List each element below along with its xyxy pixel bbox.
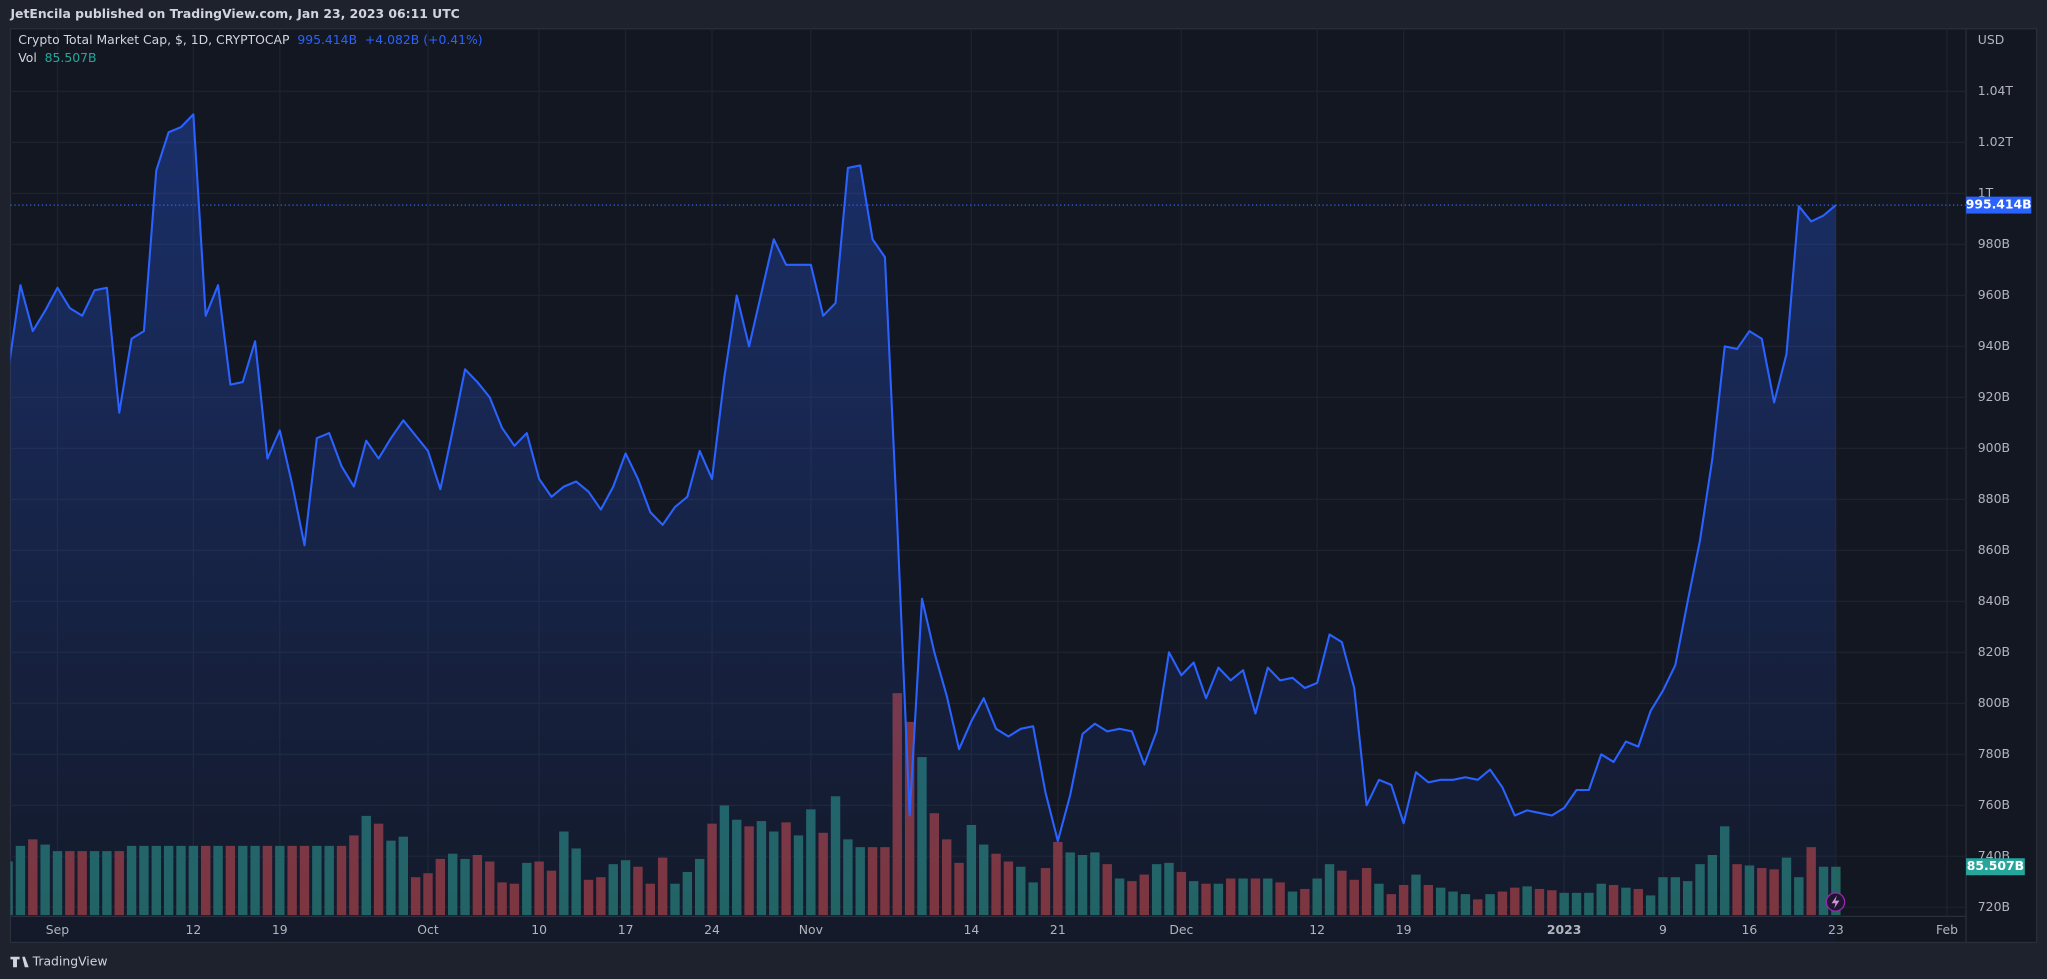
brand-logo bbox=[10, 956, 29, 968]
replay-icon[interactable] bbox=[1825, 892, 1846, 912]
icon-bolt bbox=[1831, 895, 1840, 909]
brand-text[interactable]: TradingView bbox=[32, 954, 108, 969]
volume-label-box bbox=[1966, 858, 2025, 876]
x-tick-label: Sep bbox=[46, 922, 69, 937]
y-tick-label: 980B bbox=[1978, 236, 2010, 251]
y-tick-label: 940B bbox=[1978, 338, 2010, 353]
y-tick-label: 720B bbox=[1978, 899, 2010, 914]
y-tick-label: 1.02T bbox=[1978, 134, 2014, 149]
y-tick-label: 900B bbox=[1978, 440, 2010, 455]
x-tick-label: 14 bbox=[963, 922, 979, 937]
x-tick-label: 12 bbox=[185, 922, 201, 937]
price-label-box bbox=[1966, 196, 2032, 214]
legend-change: +4.082B (+0.41%) bbox=[365, 32, 483, 47]
y-tick-label: 880B bbox=[1978, 491, 2010, 506]
legend-value: 995.414B bbox=[297, 32, 357, 47]
x-tick-label: 9 bbox=[1659, 922, 1667, 937]
y-tick-label: 1T bbox=[1978, 185, 1994, 200]
x-tick-label: 24 bbox=[704, 922, 720, 937]
legend-symbol: Crypto Total Market Cap, $, 1D, CRYPTOCA… bbox=[18, 32, 290, 47]
volume-label: 85.507B bbox=[1967, 858, 2024, 873]
axes: 720B740B760B780B800B820B840B860B880B900B… bbox=[10, 83, 2032, 937]
y-tick-label: 920B bbox=[1978, 389, 2010, 404]
x-tick-label: Nov bbox=[799, 922, 823, 937]
y-tick-label: 960B bbox=[1978, 287, 2010, 302]
price-line bbox=[10, 113, 1837, 843]
y-tick-label: 840B bbox=[1978, 593, 2010, 608]
x-tick-label: 21 bbox=[1050, 922, 1066, 937]
x-tick-label: 23 bbox=[1828, 922, 1844, 937]
published-line: JetEncila published on TradingView.com, … bbox=[9, 6, 459, 21]
y-tick-label: 1.04T bbox=[1978, 83, 2014, 98]
legend-volume-name: Vol bbox=[18, 50, 37, 65]
legend-volume-value: 85.507B bbox=[45, 50, 97, 65]
y-tick-label: 800B bbox=[1978, 695, 2010, 710]
x-tick-label: Dec bbox=[1169, 922, 1193, 937]
brand: TradingView bbox=[10, 954, 108, 969]
x-tick-label: 2023 bbox=[1547, 922, 1582, 937]
y-axis-label: USD bbox=[1978, 32, 2004, 47]
x-tick-label: 16 bbox=[1742, 922, 1758, 937]
x-tick-label: 12 bbox=[1309, 922, 1325, 937]
x-tick-label: Feb bbox=[1936, 922, 1958, 937]
x-tick-label: Oct bbox=[417, 922, 439, 937]
y-tick-label: 760B bbox=[1978, 797, 2010, 812]
x-tick-label: 19 bbox=[272, 922, 288, 937]
y-tick-label: 780B bbox=[1978, 746, 2010, 761]
price-label: 995.414B bbox=[1966, 197, 2032, 212]
plot bbox=[10, 113, 1841, 943]
price-area bbox=[10, 114, 1836, 943]
x-tick-label: 10 bbox=[531, 922, 547, 937]
legend: Crypto Total Market Cap, $, 1D, CRYPTOCA… bbox=[18, 32, 482, 65]
y-tick-label: 860B bbox=[1978, 542, 2010, 557]
x-tick-label: 17 bbox=[618, 922, 634, 937]
x-tick-label: 19 bbox=[1396, 922, 1412, 937]
y-tick-label: 820B bbox=[1978, 644, 2010, 659]
